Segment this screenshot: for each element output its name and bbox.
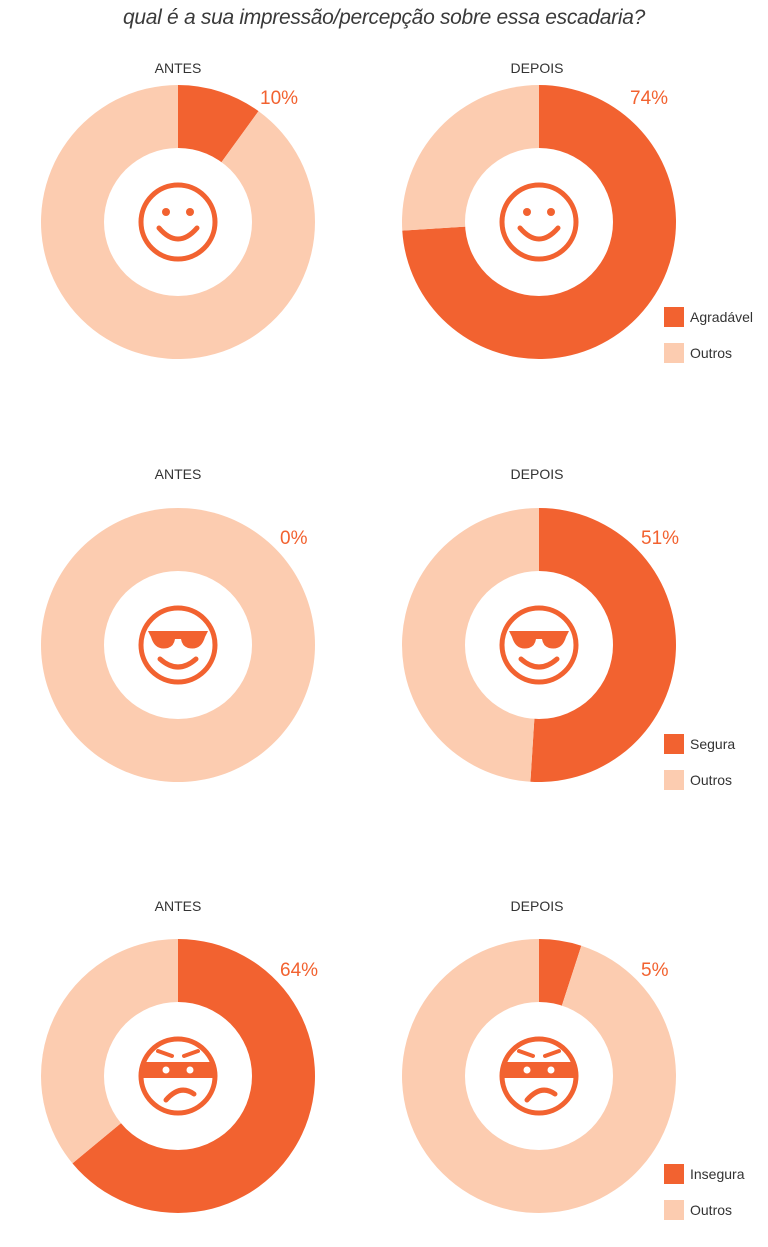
eye [523, 208, 531, 216]
donut-hole [104, 571, 252, 719]
donut-hole [465, 571, 613, 719]
value-label: 74% [630, 88, 669, 109]
mouth [518, 656, 560, 670]
panel-label-depois: DEPOIS [510, 466, 564, 482]
donut-chart [401, 508, 676, 782]
mask [503, 1062, 575, 1078]
mouth [163, 1087, 197, 1103]
chart-title: qual é a sua impressão/percepção sobre e… [123, 6, 645, 29]
legend-label: Insegura [690, 1166, 745, 1182]
brow [156, 1049, 174, 1058]
eye [523, 1066, 531, 1074]
value-label: 64% [280, 960, 319, 981]
panel-label-antes: ANTES [154, 466, 202, 482]
legend-swatch [664, 1164, 684, 1184]
mouth [157, 656, 199, 670]
sunglasses [509, 631, 569, 649]
value-label: 5% [641, 960, 669, 981]
mouth [156, 225, 200, 242]
value-label: 51% [641, 528, 680, 549]
eye [186, 1066, 194, 1074]
value-label: 0% [280, 528, 308, 549]
legend-item: Agradável [664, 306, 753, 328]
legend-label: Agradável [690, 309, 754, 325]
sunglasses [148, 631, 208, 649]
eye [162, 208, 170, 216]
legend-item: Outros [664, 342, 753, 364]
brow [543, 1049, 561, 1058]
legend-item: Segura [664, 733, 735, 755]
mouth [517, 225, 561, 242]
panel-label-depois: DEPOIS [510, 898, 564, 914]
legend-swatch [664, 343, 684, 363]
mask [142, 1062, 214, 1078]
legend-item: Insegura [664, 1163, 744, 1185]
eye [162, 1066, 170, 1074]
sunglasses-face-icon [499, 605, 579, 685]
eye [186, 208, 194, 216]
face-outline [138, 605, 218, 685]
brow [517, 1049, 535, 1058]
mouth [524, 1087, 558, 1103]
legend-swatch [664, 307, 684, 327]
face-outline [138, 1036, 218, 1116]
legend-item: Outros [664, 769, 735, 791]
legend: Segura Outros [664, 733, 735, 805]
eye [547, 1066, 555, 1074]
eye [547, 208, 555, 216]
panel-label-antes: ANTES [154, 898, 202, 914]
sunglasses-face-icon [138, 605, 218, 685]
donut-chart [40, 508, 315, 783]
face-outline [499, 182, 579, 262]
legend-swatch [664, 770, 684, 790]
panel-label-antes: ANTES [154, 60, 202, 76]
legend-label: Outros [690, 772, 733, 788]
donut-chart [401, 939, 676, 1214]
donut-chart [40, 85, 316, 360]
legend: Insegura Outros [664, 1163, 744, 1235]
donut-chart [402, 85, 676, 360]
legend-label: Segura [690, 736, 736, 752]
legend: Agradável Outros [664, 306, 753, 378]
donut-hole [465, 148, 613, 296]
donut-chart [41, 939, 316, 1213]
donut-hole [104, 148, 252, 296]
legend-item: Outros [664, 1199, 744, 1221]
legend-label: Outros [690, 345, 733, 361]
legend-label: Outros [690, 1202, 733, 1218]
brow [182, 1049, 200, 1058]
panel-label-depois: DEPOIS [510, 60, 564, 76]
value-label: 10% [260, 88, 299, 109]
smiley-face-icon [499, 182, 579, 262]
face-outline [499, 1036, 579, 1116]
face-outline [138, 182, 218, 262]
bandit-face-icon [138, 1036, 218, 1116]
legend-swatch [664, 734, 684, 754]
legend-swatch [664, 1200, 684, 1220]
bandit-face-icon [499, 1036, 579, 1116]
smiley-face-icon [138, 182, 218, 262]
face-outline [499, 605, 579, 685]
